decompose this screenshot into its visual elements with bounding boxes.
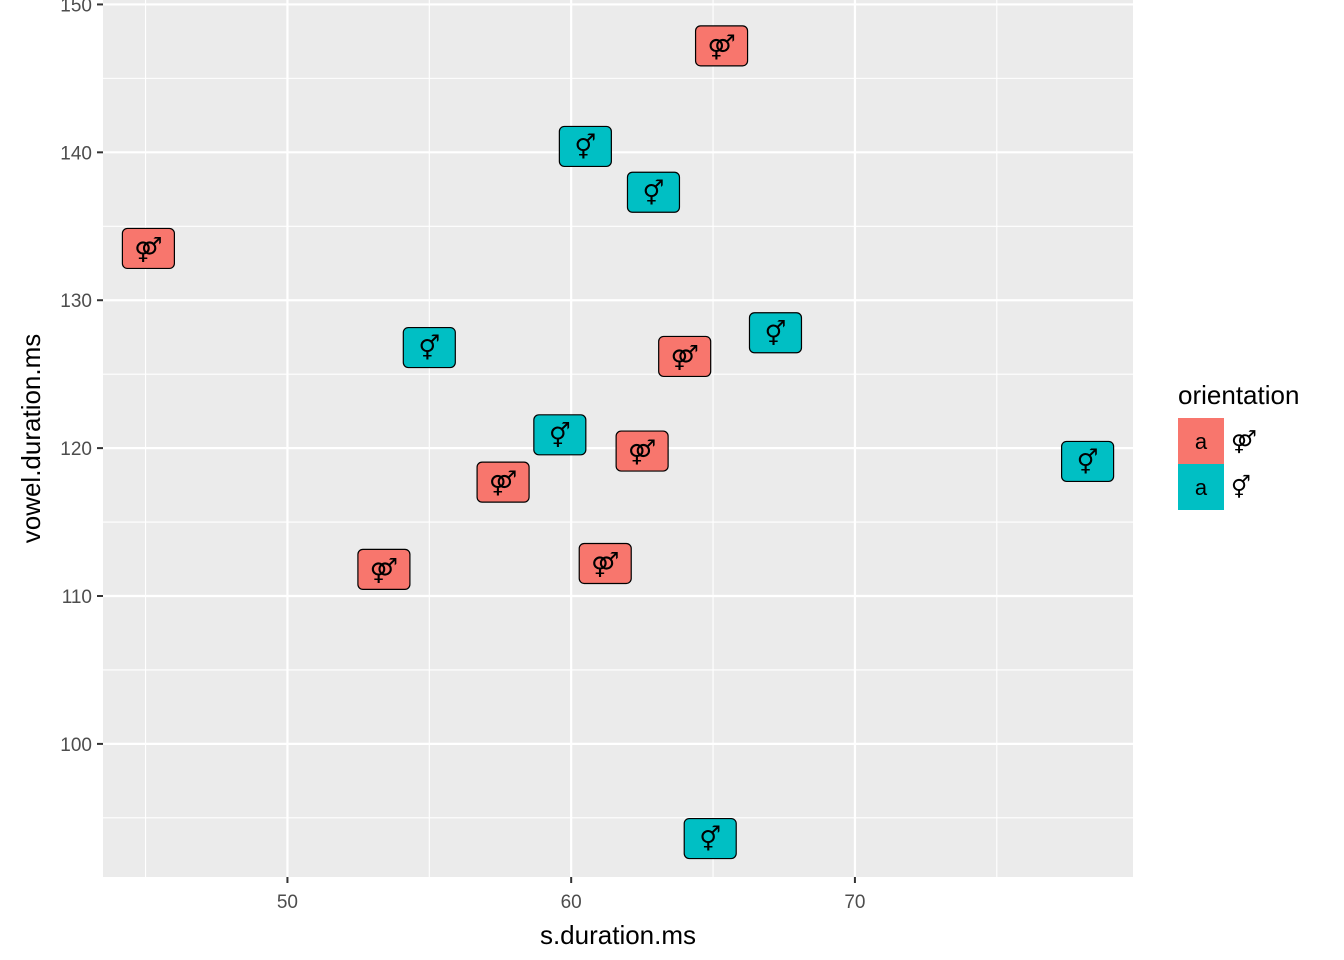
- data-point-box: [402, 326, 456, 369]
- data-point-label: ⚥: [765, 320, 787, 348]
- legend-key-text: a: [1195, 429, 1208, 454]
- legend-key-text: a: [1195, 475, 1208, 500]
- data-point-label: ⚤: [134, 235, 162, 263]
- data-point-box: [357, 548, 411, 590]
- data-point: ⚥: [626, 171, 681, 213]
- data-point-label: ⚥: [575, 133, 597, 161]
- data-point-box: [476, 461, 530, 503]
- y-tick-label: 100: [60, 735, 92, 756]
- data-point: ⚤: [578, 542, 632, 585]
- legend-entry-label: ⚤: [1231, 429, 1257, 454]
- data-point-label: ⚤: [628, 438, 656, 466]
- data-point-box: [533, 414, 587, 456]
- data-point: ⚤: [476, 461, 530, 503]
- legend-title: orientation: [1178, 380, 1299, 410]
- data-point-box: [615, 430, 669, 472]
- x-tick-label: 60: [561, 892, 582, 913]
- data-point: ⚥: [558, 125, 612, 168]
- y-tick-label: 110: [62, 587, 92, 608]
- data-point: ⚤: [615, 430, 669, 472]
- data-point-label: ⚥: [643, 179, 665, 207]
- data-point-label: ⚤: [370, 556, 398, 584]
- x-tick-label: 70: [844, 892, 865, 913]
- data-point-label: ⚤: [489, 469, 517, 497]
- y-tick-label: 130: [60, 291, 92, 312]
- data-point: ⚥: [748, 312, 803, 354]
- data-point-box: [748, 312, 803, 354]
- data-point-box: [626, 171, 681, 213]
- data-point-label: ⚤: [671, 343, 699, 371]
- y-tick-label: 150: [60, 0, 92, 16]
- axes: 50 60 70 100 110 120 130 140 150: [60, 0, 865, 913]
- data-point-label: ⚤: [591, 550, 619, 578]
- y-tick-label: 140: [60, 143, 92, 164]
- data-point: ⚥: [402, 326, 456, 369]
- data-point-box: [558, 125, 612, 168]
- data-point-box: [1061, 440, 1115, 483]
- data-point-box: [694, 25, 749, 67]
- data-points: ⚤ ⚤ ⚤ ⚤ ⚤ ⚤ ⚤ ⚥ ⚥ ⚥ ⚥ ⚥ ⚥ ⚥: [121, 25, 1115, 860]
- data-point-box: [683, 817, 737, 860]
- data-point-label: ⚥: [699, 826, 721, 854]
- data-point: ⚤: [694, 25, 749, 67]
- legend-key: a: [1178, 464, 1224, 510]
- data-point-label: ⚥: [418, 335, 440, 363]
- data-point-box: [658, 335, 712, 378]
- data-point-box: [578, 542, 632, 585]
- data-point: ⚥: [533, 414, 587, 456]
- data-point-label: ⚥: [549, 422, 571, 450]
- legend-key: a: [1178, 418, 1224, 464]
- y-axis-title: vowel.duration.ms: [16, 334, 46, 544]
- x-tick-label: 50: [277, 892, 298, 913]
- minor-gridlines: [103, 0, 1133, 877]
- data-point-label: ⚤: [707, 33, 735, 61]
- legend: orientation a ⚤ a ⚥: [1178, 380, 1299, 510]
- y-tick-label: 120: [60, 439, 92, 460]
- legend-key-swatch: [1178, 418, 1224, 464]
- data-point: ⚥: [1061, 440, 1115, 483]
- data-point-box: [121, 227, 175, 270]
- legend-entry-label: ⚥: [1231, 474, 1251, 500]
- data-point: ⚥: [683, 817, 737, 860]
- major-gridlines: [103, 0, 1133, 877]
- legend-key-swatch: [1178, 464, 1224, 510]
- x-axis-title: s.duration.ms: [540, 920, 696, 950]
- data-point-label: ⚥: [1077, 448, 1099, 476]
- data-point: ⚤: [357, 548, 411, 590]
- data-point: ⚤: [658, 335, 712, 378]
- data-point: ⚤: [121, 227, 175, 270]
